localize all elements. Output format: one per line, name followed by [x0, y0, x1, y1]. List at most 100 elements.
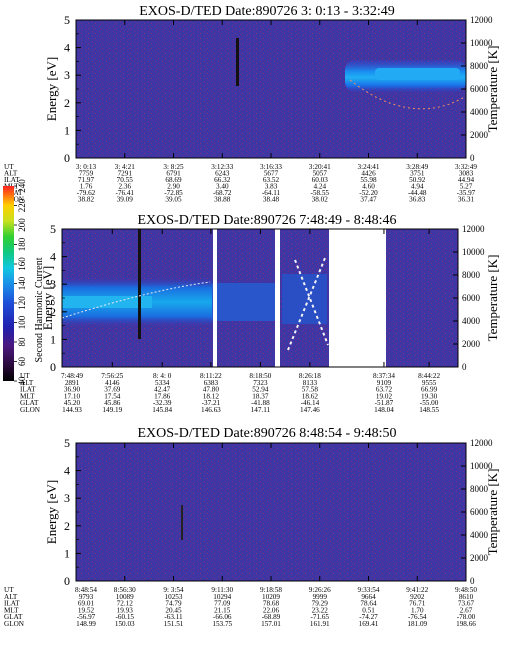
ephemeris-value: 3: 8:25: [163, 163, 184, 171]
ephemeris-value: -44.48: [408, 189, 427, 197]
ephemeris-value: 4146: [105, 379, 120, 387]
ephemeris-value: 69.01: [78, 600, 95, 608]
panel-1-axes: 0 1 2 3 4 5 0 2000 4000 6000 8000 10000 12000: [64, 13, 493, 165]
ephemeris-value: 8:18:50: [249, 372, 271, 380]
ephemeris-value: 3:32:49: [455, 163, 477, 171]
ephemeris-value: 63.52: [263, 176, 280, 184]
colorbar-tick-label: 60: [17, 357, 27, 367]
ephemeris-value: -32.39: [153, 399, 172, 407]
ephemeris-row-label: GLAT: [4, 613, 23, 621]
ephemeris-value: 5.27: [460, 183, 473, 191]
ephemeris-row-label: GLAT: [20, 399, 39, 407]
panel-2-data-gap-2: [275, 229, 280, 367]
panel-2-spike: [138, 229, 141, 339]
panel-3-y2label: Temperature [K]: [485, 469, 500, 556]
colorbar-tick-label: 100: [17, 315, 27, 329]
ephemeris-value: -78.00: [457, 613, 476, 621]
panel-2-title: EXOS-D/TED Date:890726 7:48:49 - 8:48:46: [138, 213, 397, 228]
ephemeris-value: 9664: [361, 593, 376, 601]
ephemeris-value: 22.06: [263, 606, 280, 614]
ephemeris-value: -56.97: [77, 613, 96, 621]
ephemeris-value: 7:56:25: [101, 372, 123, 380]
ephemeris-value: 149.19: [102, 406, 122, 414]
ephemeris-value: 47.80: [203, 386, 220, 394]
y2-tick-label: 2000: [470, 553, 489, 563]
ephemeris-value: -68.89: [262, 613, 281, 621]
ephemeris-value: 60.03: [312, 176, 329, 184]
ephemeris-value: 21.15: [214, 606, 231, 614]
ephemeris-row-label: ALT: [20, 379, 34, 387]
colorbar-tick-label: 140: [17, 276, 27, 290]
y2-tick-label: 8000: [470, 484, 489, 494]
ephemeris-value: 7291: [118, 170, 133, 178]
colorbar-gradient: [3, 186, 14, 381]
y-tick-label: 2: [64, 96, 70, 110]
ephemeris-row-label: MLT: [20, 392, 35, 400]
ephemeris-value: 7759: [79, 170, 94, 178]
ephemeris-value: 9999: [313, 593, 328, 601]
ephemeris-row-label: UT: [20, 372, 30, 380]
y-tick-label: 5: [64, 436, 70, 450]
ephemeris-value: 8:11:22: [200, 372, 222, 380]
ephemeris-row-label: GLON: [4, 620, 25, 628]
ephemeris-value: 3751: [410, 170, 425, 178]
panel-3-spike: [181, 505, 183, 540]
ephemeris-value: 74.79: [165, 600, 182, 608]
y2-tick-label: 6000: [470, 507, 489, 517]
ephemeris-value: 6243: [215, 170, 230, 178]
ephemeris-value: 39.05: [165, 196, 182, 204]
ephemeris-value: 2.90: [167, 183, 180, 191]
ephemeris-value: 38.88: [214, 196, 231, 204]
ephemeris-value: 169.41: [359, 620, 379, 628]
ephemeris-value: 9:41:22: [406, 586, 428, 594]
panel-3-axes: 0 1 2 3 4 5 0 2000 4000 6000 8000 10000 12000: [64, 436, 493, 588]
ephemeris-value: 72.12: [117, 600, 134, 608]
y-tick-label: 2: [64, 519, 70, 533]
ephemeris-value: 147.11: [251, 406, 271, 414]
y-tick-label: 5: [50, 222, 56, 236]
ephemeris-value: 148.04: [374, 406, 394, 414]
panel-2-crossing-a: [287, 257, 326, 351]
ephemeris-value: 5057: [313, 170, 328, 178]
y2-tick-label: 12000: [470, 438, 493, 448]
ephemeris-value: 70.55: [117, 176, 134, 184]
ephemeris-value: 7:48:49: [61, 372, 83, 380]
y-tick-label: 4: [64, 41, 70, 55]
ephemeris-value: 79.29: [312, 600, 329, 608]
ephemeris-row-label: ILAT: [4, 600, 20, 608]
ephemeris-value: 9: 3:54: [163, 586, 184, 594]
ephemeris-value: 3:16:33: [260, 163, 282, 171]
ephemeris-value: 44.94: [458, 176, 475, 184]
ephemeris-value: 157.01: [261, 620, 281, 628]
y2-tick-label: 12000: [462, 224, 485, 234]
ephemeris-value: 146.63: [201, 406, 221, 414]
ephemeris-value: 37.47: [360, 196, 377, 204]
ephemeris-value: -52.20: [359, 189, 378, 197]
ephemeris-value: -64.11: [262, 189, 281, 197]
y2-tick-label: 4000: [470, 107, 489, 117]
y-tick-label: 2: [50, 305, 56, 319]
ephemeris-value: 68.69: [165, 176, 182, 184]
panel-1-ephemeris: UTALTILATMLTGLATGLON3: 0:13775971.971.76…: [4, 163, 477, 204]
ephemeris-value: 181.09: [407, 620, 427, 628]
ephemeris-value: 57.58: [302, 386, 319, 394]
ephemeris-value: 9793: [79, 593, 94, 601]
ephemeris-row-label: UT: [4, 163, 14, 171]
panel-2-y2label: Temperature [K]: [485, 255, 500, 342]
ephemeris-value: -51.87: [375, 399, 394, 407]
panel-2-axes: 0 1 2 3 4 5 0 2000 4000 6000 8000 10000 12000: [50, 222, 485, 374]
panel-1-ylabel: Energy [eV]: [44, 57, 59, 121]
ephemeris-value: 9:48:50: [455, 586, 477, 594]
ephemeris-value: 10089: [116, 593, 134, 601]
ephemeris-value: 9109: [377, 379, 392, 387]
ephemeris-value: 4.24: [313, 183, 326, 191]
ephemeris-value: 4426: [361, 170, 376, 178]
ephemeris-value: 37.69: [104, 386, 121, 394]
panel-2-data-gap-3: [329, 229, 386, 367]
ephemeris-value: 161.91: [310, 620, 330, 628]
ephemeris-value: -55.00: [420, 399, 439, 407]
ephemeris-value: 8: 4: 0: [153, 372, 172, 380]
colorbar-tick-label: 220: [17, 198, 27, 212]
colorbar-tick-label: 160: [17, 257, 27, 271]
